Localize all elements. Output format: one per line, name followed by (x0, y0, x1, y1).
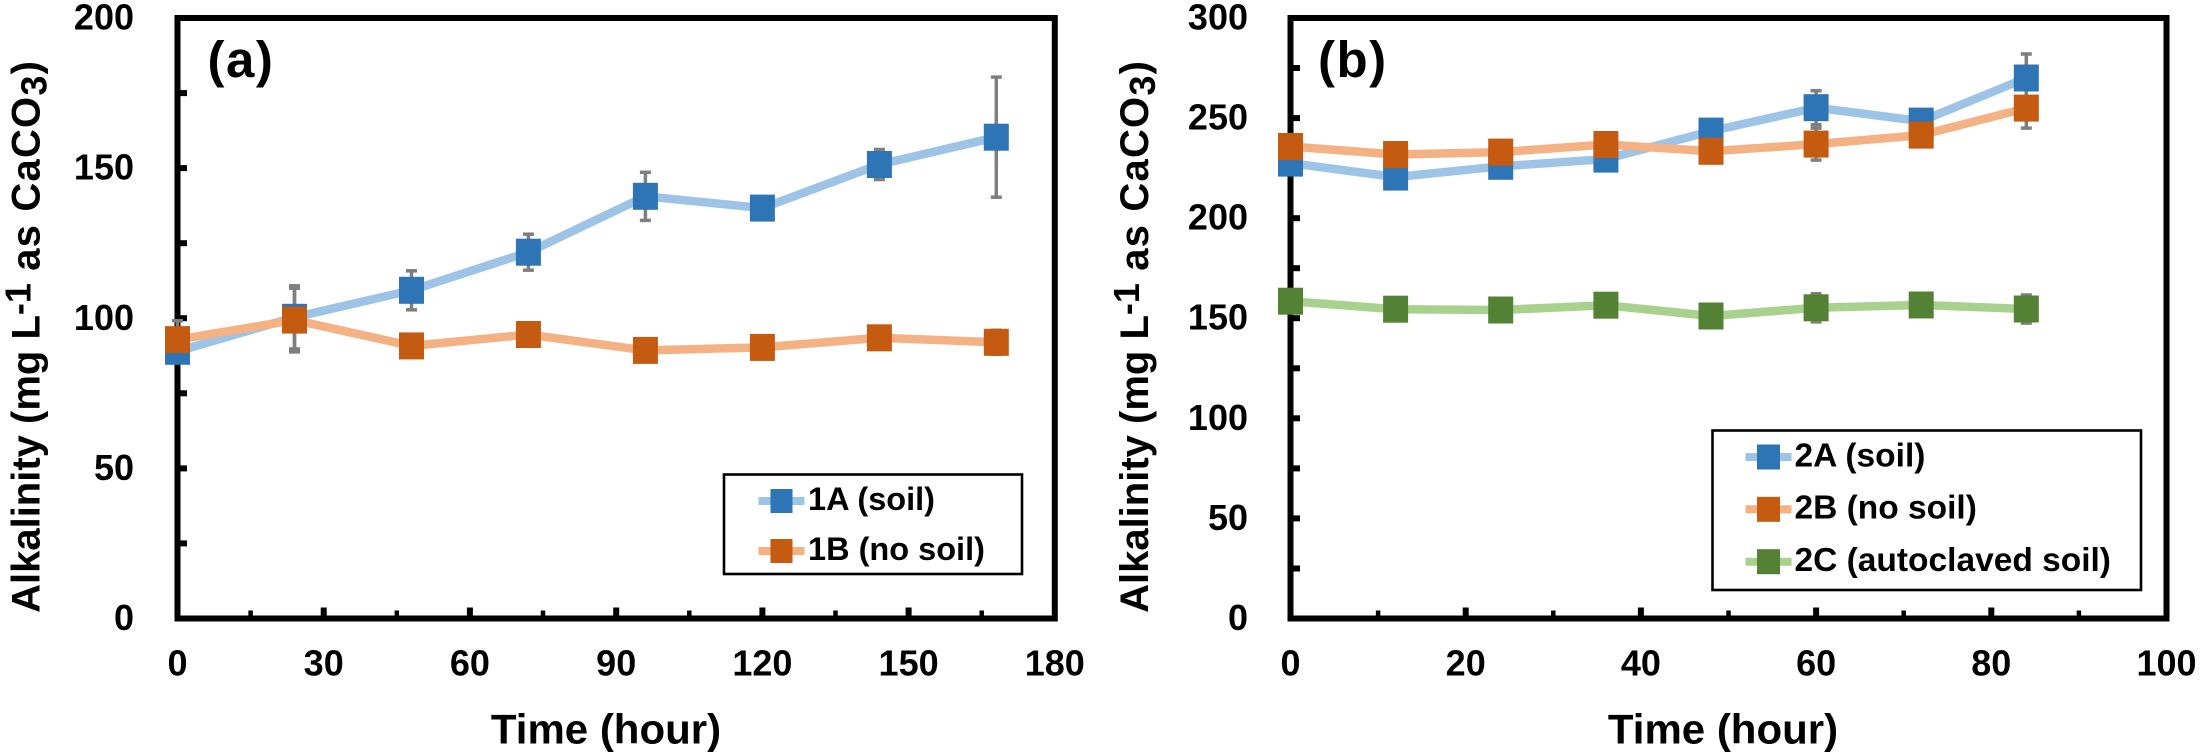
svg-text:120: 120 (732, 643, 792, 684)
svg-text:300: 300 (1188, 0, 1248, 38)
svg-text:200: 200 (1188, 197, 1248, 238)
svg-text:50: 50 (94, 447, 134, 488)
svg-text:60: 60 (450, 643, 490, 684)
svg-text:Time (hour): Time (hour) (1608, 706, 1838, 753)
svg-text:2B (no soil): 2B (no soil) (1795, 490, 1977, 527)
svg-text:0: 0 (114, 597, 134, 638)
svg-text:2A (soil): 2A (soil) (1795, 437, 1926, 474)
svg-text:90: 90 (596, 643, 636, 684)
svg-text:150: 150 (1188, 297, 1248, 338)
svg-text:Alkalinity (mg L-1 as CaCO3): Alkalinity (mg L-1 as CaCO3) (0, 61, 54, 613)
svg-text:Alkalinity (mg L-1 as CaCO3): Alkalinity (mg L-1 as CaCO3) (1106, 61, 1163, 613)
svg-text:40: 40 (1621, 643, 1661, 684)
svg-text:2C (autoclaved soil): 2C (autoclaved soil) (1795, 542, 2111, 579)
svg-text:180: 180 (1025, 643, 1085, 684)
svg-text:200: 200 (74, 0, 134, 38)
svg-text:60: 60 (1796, 643, 1836, 684)
svg-text:20: 20 (1446, 643, 1486, 684)
svg-text:0: 0 (1280, 643, 1300, 684)
svg-text:1A (soil): 1A (soil) (808, 481, 935, 517)
svg-text:150: 150 (879, 643, 939, 684)
svg-text:100: 100 (1188, 397, 1248, 438)
svg-text:100: 100 (74, 297, 134, 338)
svg-text:(a): (a) (208, 31, 275, 88)
svg-text:100: 100 (2136, 643, 2196, 684)
svg-text:80: 80 (1971, 643, 2011, 684)
svg-text:1B (no soil): 1B (no soil) (808, 531, 985, 567)
svg-text:0: 0 (167, 643, 187, 684)
svg-text:150: 150 (74, 147, 134, 188)
svg-text:50: 50 (1208, 497, 1248, 538)
svg-text:250: 250 (1188, 97, 1248, 138)
svg-text:Time (hour): Time (hour) (491, 706, 721, 753)
svg-text:(b): (b) (1318, 31, 1388, 88)
svg-text:0: 0 (1228, 597, 1248, 638)
svg-text:30: 30 (304, 643, 344, 684)
